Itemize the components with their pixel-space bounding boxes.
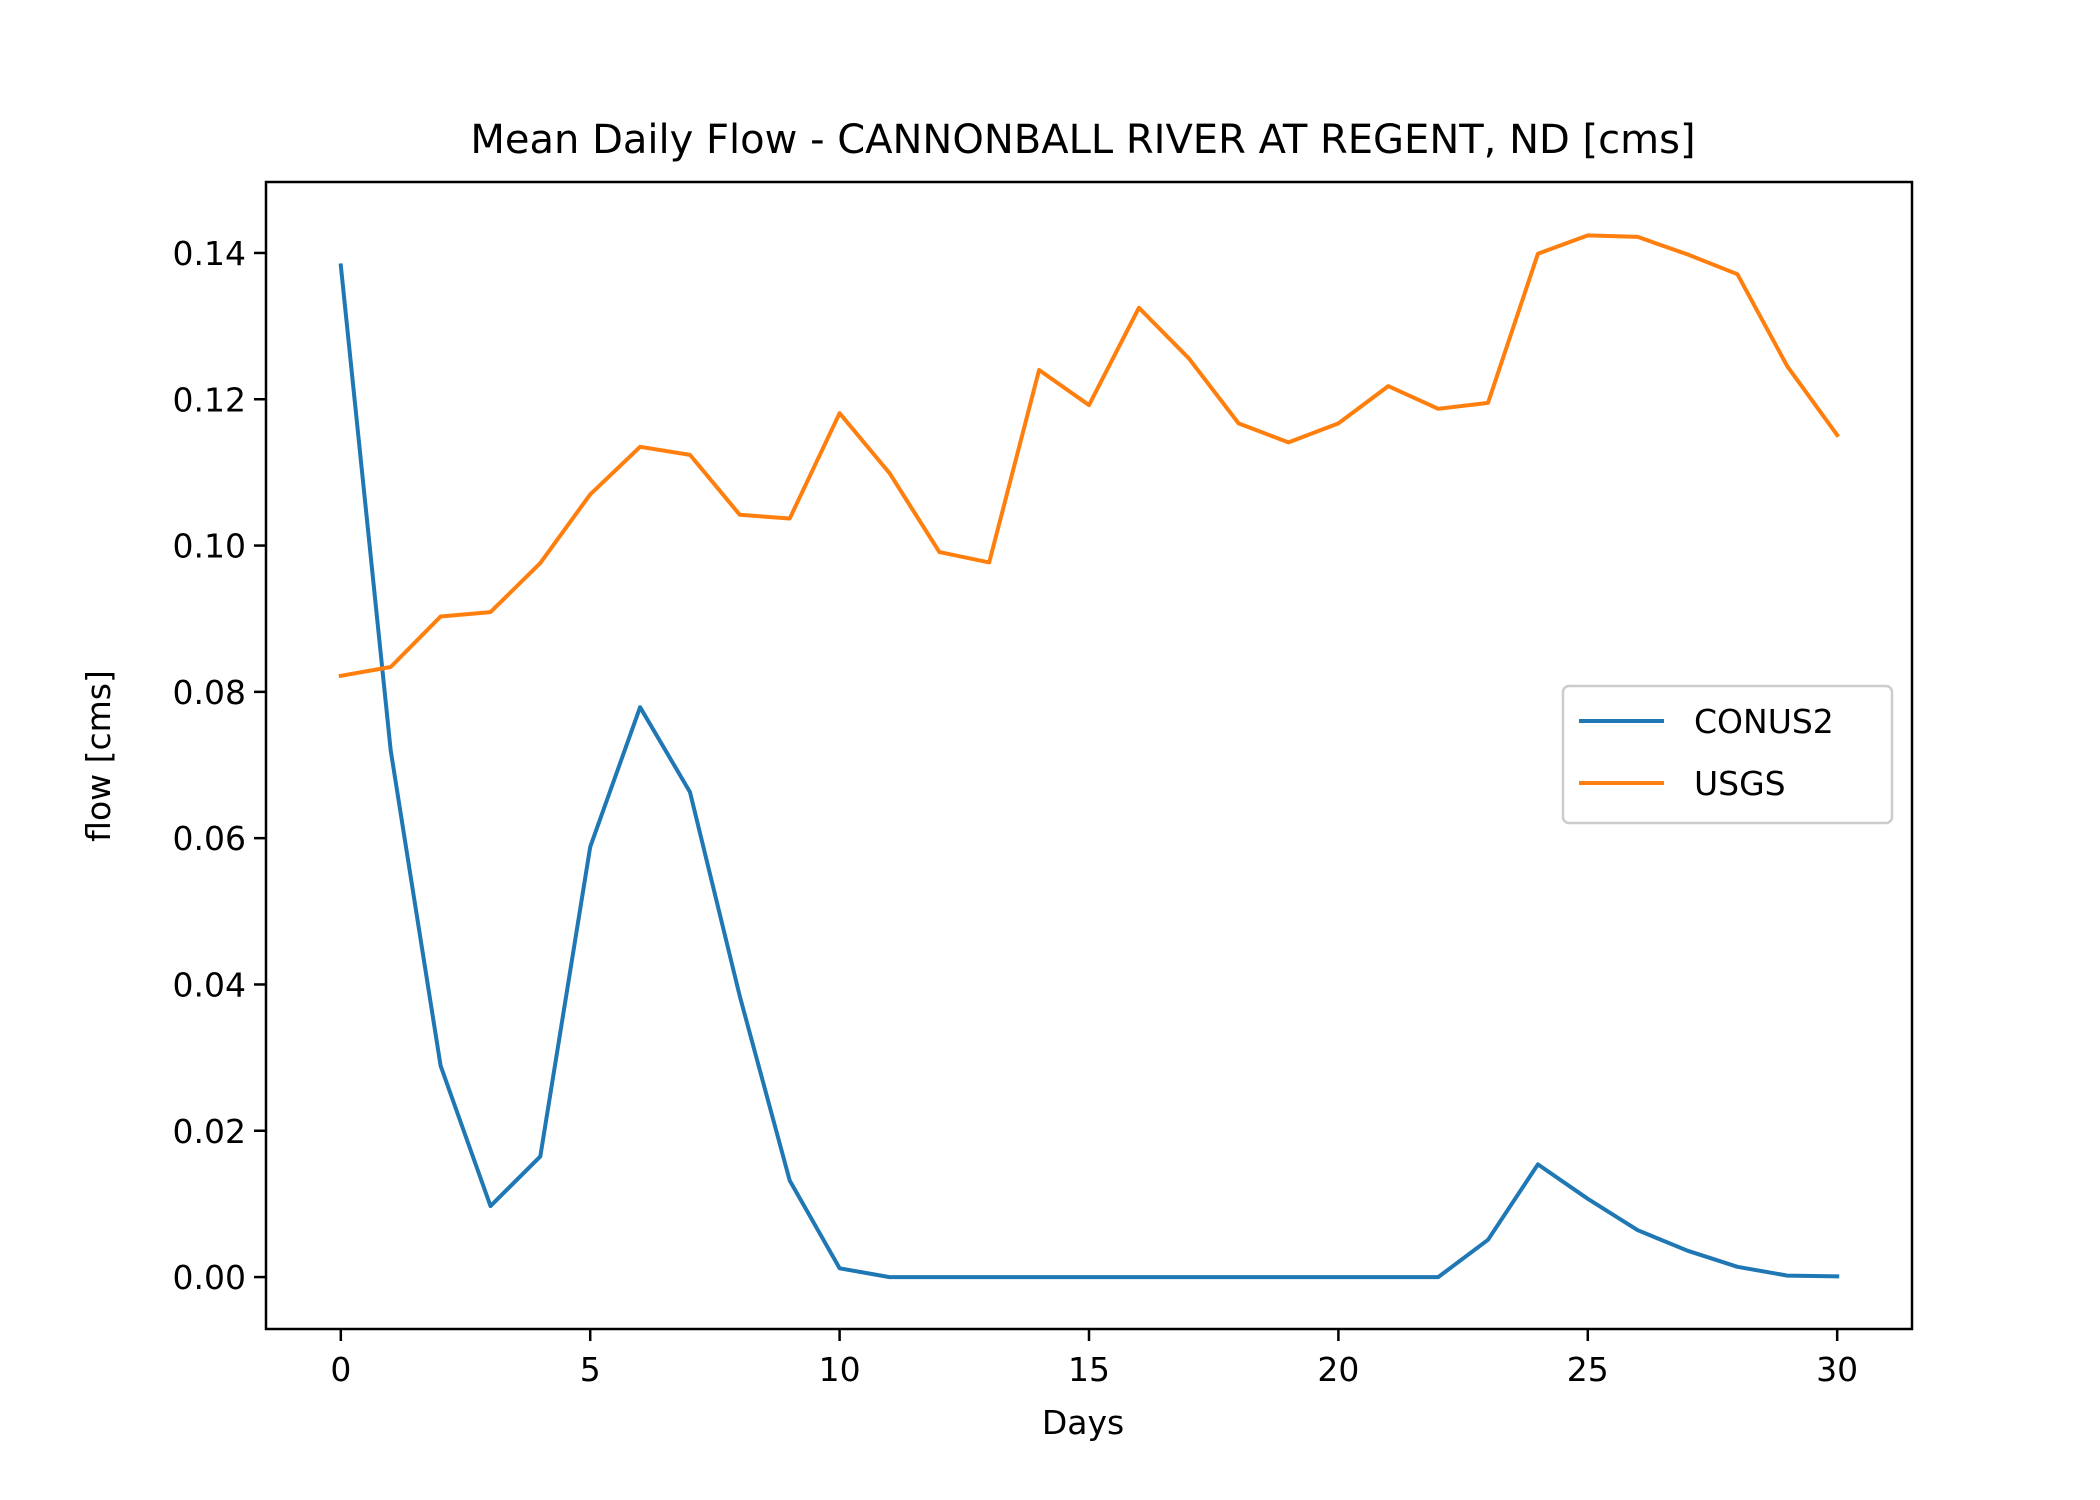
y-tick-label: 0.02 [173,1112,246,1151]
x-tick-label: 25 [1567,1350,1609,1389]
y-axis-label: flow [cms] [79,670,118,842]
legend: CONUS2 USGS [1561,684,1894,825]
x-tick-label: 30 [1816,1350,1858,1389]
plot-marks [338,233,1840,1280]
series-line-usgs [338,233,1840,679]
x-tick-label: 15 [1068,1350,1110,1389]
y-tick-label: 0.06 [173,819,246,858]
chart-title: Mean Daily Flow - CANNONBALL RIVER AT RE… [470,117,1695,163]
y-tick-label: 0.14 [173,234,246,273]
x-tick-label: 0 [330,1350,351,1389]
y-tick-label: 0.00 [173,1258,246,1297]
plot-frame [264,180,1914,1331]
x-tick-label: 5 [580,1350,601,1389]
x-tick-label: 20 [1317,1350,1359,1389]
y-axis-ticks: 0.00 0.02 0.04 0.06 0.08 0.10 0.12 0.14 [173,234,266,1297]
legend-label-usgs: USGS [1694,764,1786,803]
x-axis-label: Days [1042,1403,1124,1442]
y-tick-label: 0.12 [173,380,246,419]
y-tick-label: 0.10 [173,527,246,566]
x-tick-label: 10 [819,1350,861,1389]
x-axis-ticks: 0 5 10 15 20 25 30 [330,1329,1858,1389]
legend-label-conus2: CONUS2 [1694,702,1834,741]
series-line-conus2 [338,263,1840,1280]
y-tick-label: 0.08 [173,673,246,712]
y-tick-label: 0.04 [173,965,246,1004]
